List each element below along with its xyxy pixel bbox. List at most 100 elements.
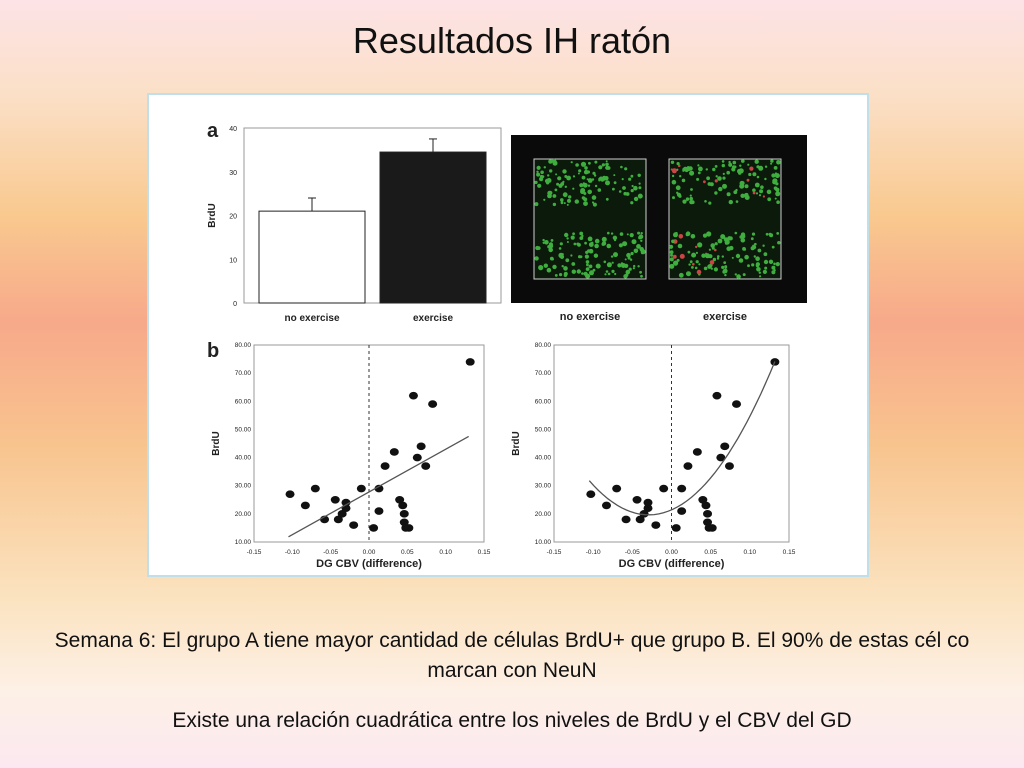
scatter-ylabel: BrdU	[211, 431, 222, 455]
bar-ytick-label: 0	[233, 301, 237, 308]
panel-a-label: a	[207, 120, 219, 142]
scatter-ytick-label: 80.00	[535, 342, 552, 349]
scatter-point	[632, 495, 642, 504]
slide-title: Resultados IH ratón	[352, 20, 672, 61]
scatter-ytick-label: 50.00	[235, 426, 252, 433]
scatter-xtick-label: 0.15	[783, 549, 796, 556]
scatter-point	[643, 498, 653, 507]
bar-ytick-label: 30	[229, 170, 237, 177]
scatter-point	[651, 521, 661, 529]
scatter-ytick-label: 30.00	[235, 483, 252, 490]
scatter-point	[300, 501, 310, 510]
scatter-point	[356, 484, 366, 493]
scatter-ytick-label: 40.00	[535, 455, 552, 462]
bar-category-label: no exercise	[284, 313, 339, 324]
scatter-point	[701, 501, 711, 510]
scatter-point	[369, 524, 379, 532]
bar-ytick-label: 40	[229, 126, 237, 133]
micrograph-no-exercise	[533, 158, 647, 280]
scatter-xlabel: DG CBV (difference)	[619, 558, 725, 570]
figure-canvas: a b 0 10 20 30 40 BrdU no exercise exercise no exe…	[207, 120, 807, 570]
scatter-point	[724, 462, 734, 470]
scatter-point	[707, 524, 717, 532]
scatter-point	[720, 442, 730, 451]
scatter-xtick-label: 0.05	[401, 549, 414, 556]
scatter-point	[677, 484, 687, 493]
scatter-point	[285, 490, 295, 498]
caption-quadratic: Existe una relación cuadrática entre los…	[172, 709, 852, 732]
scatter-xtick-label: -0.10	[586, 549, 601, 556]
scatter-point	[643, 504, 653, 513]
scatter-point	[349, 521, 359, 529]
scatter-point	[310, 484, 320, 493]
scatter-point	[635, 515, 645, 524]
bar	[258, 210, 366, 304]
scatter-point	[399, 510, 409, 518]
scatter-point	[621, 515, 631, 524]
scatter-point	[412, 453, 422, 462]
scatter-ytick-label: 30.00	[535, 483, 552, 490]
scatter-point	[333, 515, 343, 524]
scatter-point	[612, 484, 622, 493]
panel-b-label: b	[207, 340, 219, 362]
scatter-point	[421, 462, 431, 470]
bar-ylabel: BrdU	[207, 203, 218, 227]
scatter-xtick-label: 0.00	[363, 549, 376, 556]
scatter-point	[404, 524, 414, 532]
scatter-xtick-label: 0.00	[665, 549, 678, 556]
scatter-ytick-label: 70.00	[235, 370, 252, 377]
bar	[379, 151, 487, 304]
scatter-point	[698, 495, 708, 504]
figure-image: a b 0 10 20 30 40 BrdU no exercise exercise no exe…	[147, 93, 869, 577]
scatter-point	[374, 484, 384, 493]
scatter-point	[416, 442, 426, 451]
scatter-point	[398, 501, 408, 510]
scatter-xtick-label: 0.10	[439, 549, 452, 556]
scatter-ytick-label: 40.00	[235, 455, 252, 462]
scatter-point	[465, 358, 475, 366]
linear-fit-line	[288, 435, 469, 538]
scatter-xtick-label: 0.15	[478, 549, 491, 556]
scatter-xtick-label: -0.10	[285, 549, 300, 556]
bar-plot-frame	[243, 127, 502, 304]
scatter-point	[703, 510, 713, 518]
scatter-point	[586, 490, 596, 498]
scatter-point	[732, 400, 742, 408]
scatter-point	[639, 510, 649, 518]
scatter-point	[601, 501, 611, 510]
scatter-point	[671, 524, 681, 532]
scatter-ylabel: BrdU	[511, 431, 522, 455]
micrograph-label: no exercise	[560, 311, 621, 323]
scatter-point	[374, 507, 384, 515]
scatter-point	[389, 448, 399, 456]
micrograph-exercise	[668, 158, 782, 280]
scatter-point	[677, 507, 687, 515]
scatter-ytick-label: 10.00	[235, 539, 252, 546]
quadratic-fit-curve	[588, 361, 776, 516]
scatter-xlabel: DG CBV (difference)	[316, 558, 422, 570]
scatter-xtick-label: -0.05	[625, 549, 640, 556]
bar-ytick-label: 10	[229, 257, 237, 264]
scatter-point	[380, 462, 390, 470]
caption-week6: Semana 6: El grupo A tiene mayor cantida…	[54, 629, 970, 682]
scatter-point	[408, 391, 418, 400]
scatter-point	[330, 495, 340, 504]
bar-category-label: exercise	[413, 313, 453, 324]
scatter-ytick-label: 80.00	[235, 342, 252, 349]
micrograph-label: exercise	[703, 311, 747, 323]
scatter-xtick-label: -0.05	[323, 549, 338, 556]
scatter-point	[659, 484, 669, 493]
scatter-ytick-label: 60.00	[235, 398, 252, 405]
scatter-ytick-label: 20.00	[535, 511, 552, 518]
scatter-xtick-label: -0.15	[247, 549, 262, 556]
scatter-xtick-label: 0.05	[704, 549, 717, 556]
scatter-ytick-label: 50.00	[535, 426, 552, 433]
scatter-xtick-label: -0.15	[547, 549, 562, 556]
scatter-xtick-label: 0.10	[744, 549, 757, 556]
scatter-point	[683, 462, 693, 470]
scatter-ytick-label: 20.00	[235, 511, 252, 518]
scatter-point	[692, 448, 702, 456]
bar-ytick-label: 20	[229, 214, 237, 221]
scatter-point	[428, 400, 438, 408]
scatter-ytick-label: 70.00	[535, 370, 552, 377]
